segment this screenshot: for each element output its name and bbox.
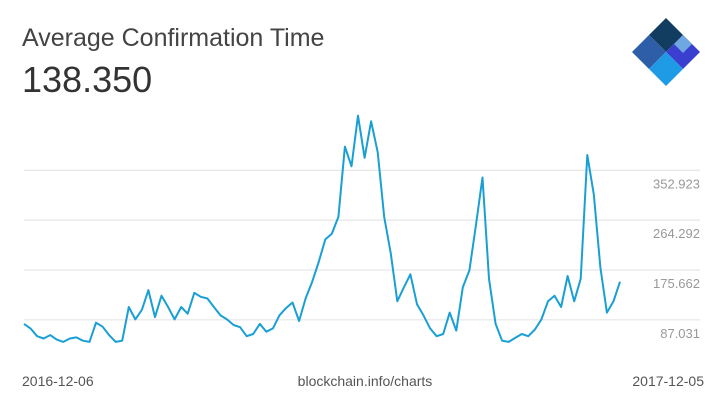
y-axis-ticks: 87.031 175.662 264.292 352.923 <box>653 176 700 341</box>
chart-title: Average Confirmation Time <box>22 24 325 52</box>
y-tick-label: 352.923 <box>653 176 700 191</box>
series-layer <box>23 114 621 343</box>
logo-facet-highlight <box>674 35 692 53</box>
series-line <box>23 114 621 343</box>
blockchain-cube-icon <box>632 18 700 86</box>
current-value: 138.350 <box>22 59 153 100</box>
logo-facet-bottom <box>649 52 683 86</box>
x-axis-end-date: 2017-12-05 <box>632 373 704 389</box>
x-axis-start-date: 2016-12-06 <box>22 373 94 389</box>
y-tick-label: 175.662 <box>653 276 700 291</box>
y-tick-label: 264.292 <box>653 226 700 241</box>
y-tick-label: 87.031 <box>660 326 700 341</box>
source-link[interactable]: blockchain.info/charts <box>297 373 433 389</box>
